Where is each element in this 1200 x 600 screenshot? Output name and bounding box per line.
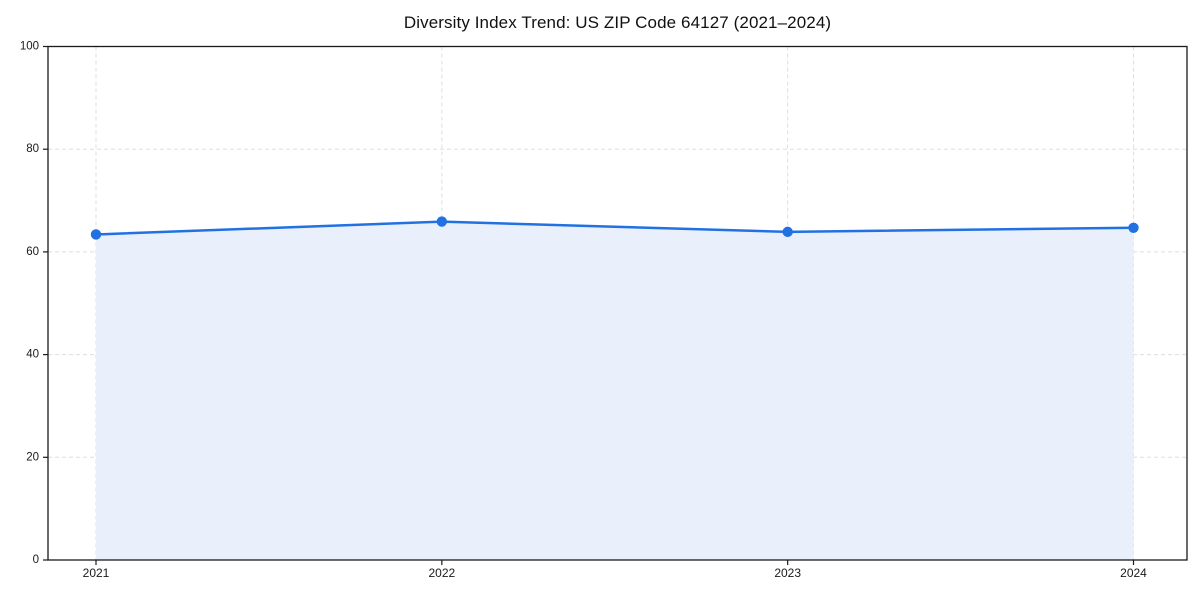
y-axis-tick-label: 20: [26, 451, 39, 463]
y-axis-tick-label: 100: [20, 41, 39, 53]
x-axis-tick-label: 2024: [1120, 566, 1147, 580]
data-point-marker: [436, 216, 448, 227]
data-point-marker: [1128, 222, 1139, 233]
x-axis-tick-label: 2023: [774, 566, 801, 580]
y-axis-tick-label: 0: [33, 554, 39, 566]
x-axis-tick-label: 2021: [83, 566, 110, 580]
y-axis-tick-label: 60: [26, 246, 39, 258]
chart-title: Diversity Index Trend: US ZIP Code 64127…: [403, 13, 832, 32]
data-point-marker: [782, 226, 793, 238]
y-axis-tick-label: 40: [26, 349, 39, 361]
data-point-marker: [90, 229, 102, 240]
series-line: [94, 220, 1135, 236]
plot-border: [47, 45, 1188, 561]
y-axis-tick-label: 80: [26, 143, 39, 155]
series-area-fill: [96, 221, 1134, 560]
x-axis-tick-label: 2022: [428, 566, 455, 580]
